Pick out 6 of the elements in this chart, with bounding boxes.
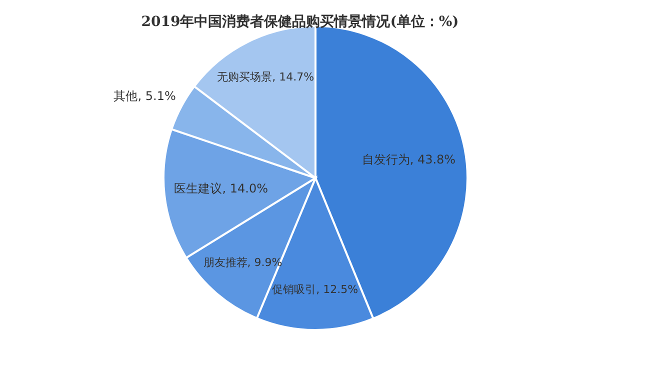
slice-label: 促销吸引, 12.5% bbox=[272, 283, 358, 296]
slice-label: 自发行为, 43.8% bbox=[362, 152, 456, 167]
slice-label: 医生建议, 14.0% bbox=[174, 182, 268, 196]
chart-title: 2019年中国消费者保健品购买情景情况(单位：%) bbox=[141, 14, 459, 30]
slice-label: 无购买场景, 14.7% bbox=[217, 70, 314, 84]
slice-label: 其他, 5.1% bbox=[114, 89, 176, 104]
